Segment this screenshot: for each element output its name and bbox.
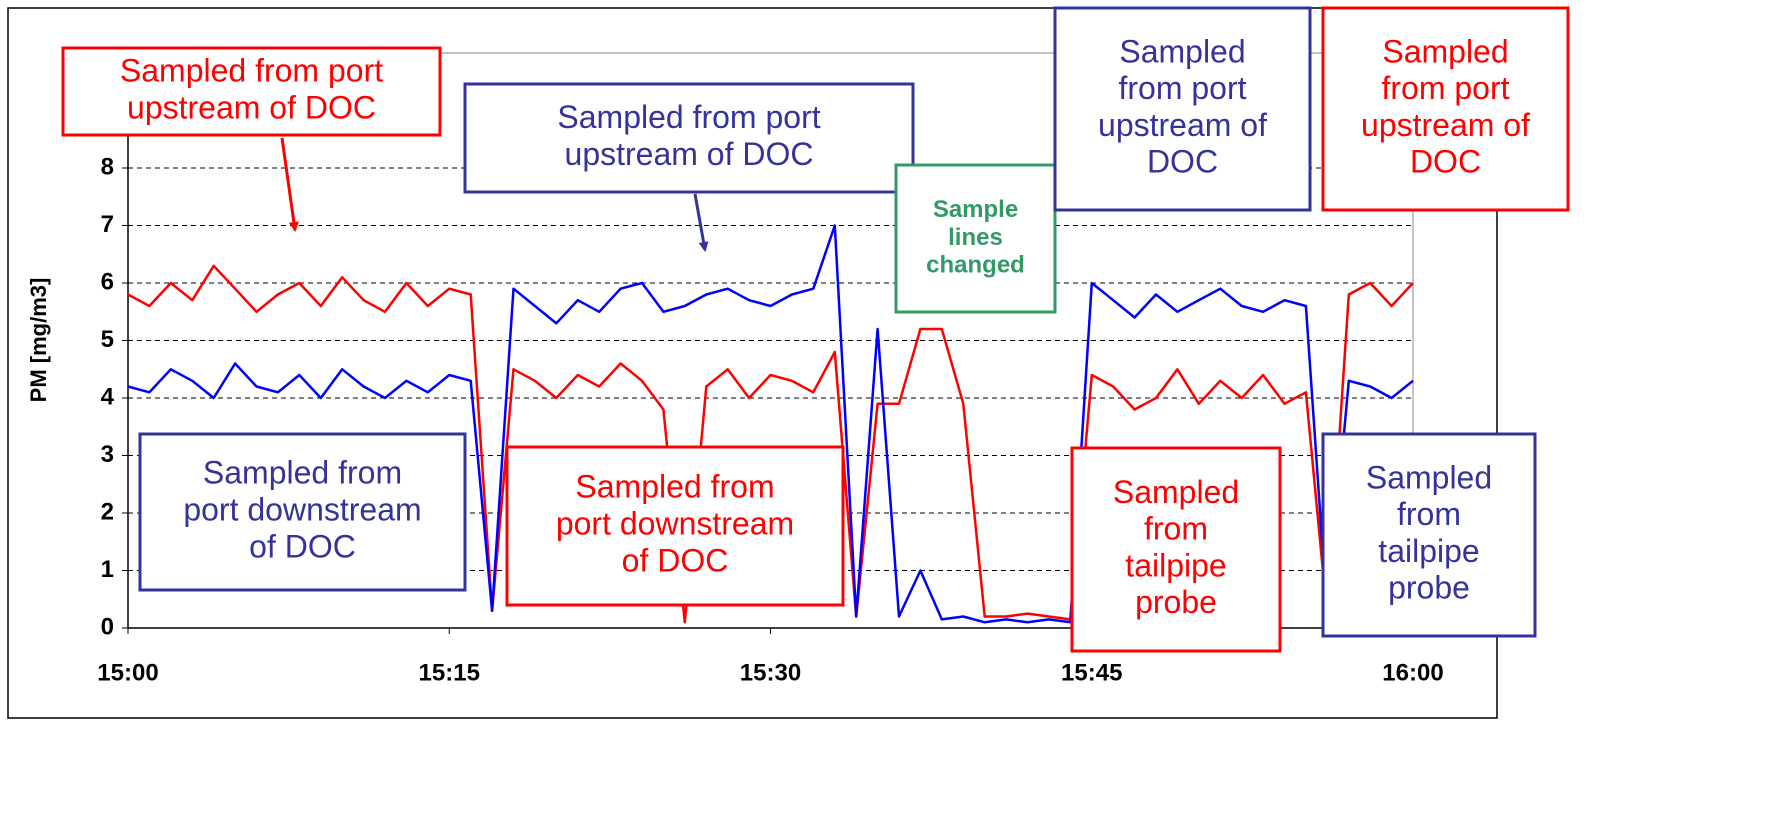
annotation-box [1321,6,1570,212]
annotation-box [1070,446,1282,653]
y-tick-label: 3 [101,441,114,468]
y-tick-label: 2 [101,498,114,525]
annotation-text: DOC [1147,144,1218,180]
y-tick-label: 0 [101,613,114,640]
annotation-arrow [280,137,299,232]
annotation-text: from port [1381,70,1509,106]
x-tick-label: 15:15 [419,659,480,686]
annotation-text: Sampled [1366,459,1492,495]
annotation-text: Sampled [1119,33,1245,69]
annotation-text: Sampled from port [557,99,820,135]
annotation-box [463,82,915,194]
x-tick-label: 15:30 [740,659,801,686]
annotation-arrow [693,193,709,252]
y-tick-label: 5 [101,326,114,353]
annotation-text: from [1144,511,1208,547]
annotation-text: DOC [1410,144,1481,180]
annotation-text: Sampled [1382,33,1508,69]
annotation-text: upstream of DOC [565,136,814,172]
annotation-box [505,445,845,607]
annotation-box [1321,432,1537,638]
annotation-box [894,163,1057,314]
annotation-text: probe [1388,570,1470,606]
annotation-text: of DOC [249,528,356,564]
chart-frame [7,7,1498,719]
y-tick-label: 6 [101,268,114,295]
y-tick-label: 7 [101,211,114,238]
annotation-text: upstream of [1098,107,1267,143]
annotation-text: Sample [933,196,1018,223]
y-tick-label: 4 [101,383,115,410]
annotation-text: port downstream [183,491,421,527]
annotation-text: upstream of [1361,107,1530,143]
x-tick-label: 16:00 [1382,659,1443,686]
series-line [127,264,1414,624]
x-tick-label: 15:45 [1061,659,1122,686]
annotation-text: Sampled [1113,474,1239,510]
annotation-box [61,46,442,137]
y-axis-label: PM [mg/m3] [26,278,51,403]
annotation-text: from [1397,496,1461,532]
series-line [127,224,1414,624]
y-tick-label: 1 [101,556,114,583]
annotation-text: changed [926,251,1025,278]
annotation-text: from port [1118,70,1246,106]
annotation-text: probe [1135,584,1217,620]
annotation-box [138,432,467,592]
y-tick-label: 8 [101,153,114,180]
annotation-text: tailpipe [1125,547,1226,583]
annotation-text: of DOC [622,542,729,578]
annotation-text: tailpipe [1378,533,1479,569]
annotation-text: Sampled from [575,469,774,505]
annotation-text: Sampled from port [120,53,383,89]
annotation-box [1053,6,1312,212]
annotation-text: Sampled from [203,455,402,491]
annotation-text: port downstream [556,505,794,541]
x-tick-label: 15:00 [97,659,158,686]
annotation-text: lines [948,224,1003,251]
annotation-text: upstream of DOC [127,89,376,125]
